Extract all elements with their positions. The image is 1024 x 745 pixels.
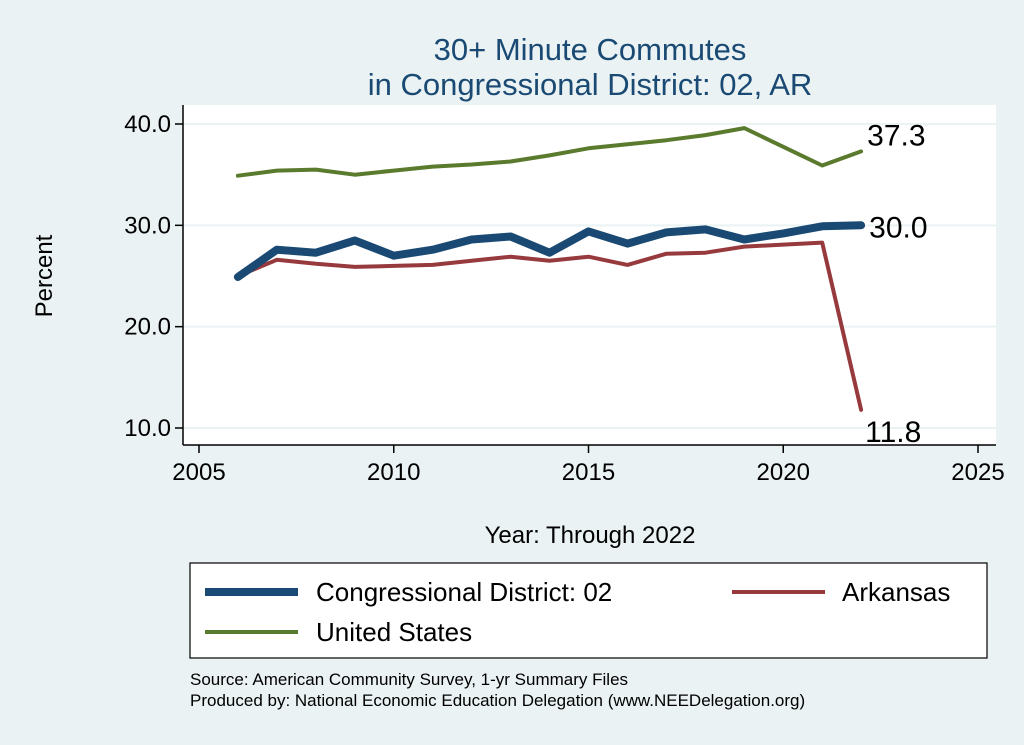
legend-label-arkansas: Arkansas <box>842 577 950 607</box>
end-label-arkansas: 11.8 <box>865 416 921 449</box>
end-label-congressional-district-02: 30.0 <box>869 211 927 244</box>
y-axis-title: Percent <box>31 234 58 317</box>
x-tick-label: 2010 <box>367 459 420 486</box>
legend: Congressional District: 02 Arkansas Unit… <box>189 562 988 659</box>
y-tick-label: 10.0 <box>124 415 171 442</box>
legend-label-united-states: United States <box>316 617 472 647</box>
x-tick-label: 2005 <box>172 459 225 486</box>
source-line-1: Source: American Community Survey, 1-yr … <box>190 670 628 689</box>
chart-title: 30+ Minute Commutes <box>434 32 747 67</box>
series-line-united-states <box>235 126 864 178</box>
y-tick-label: 40.0 <box>124 111 171 138</box>
plot-area <box>183 105 996 445</box>
x-axis-title: Year: Through 2022 <box>485 522 696 549</box>
axes: 10.0 20.0 30.0 40.0 2005 2010 2015 2020 2025 <box>124 105 1005 486</box>
chart-subtitle: in Congressional District: 02, AR <box>368 67 813 102</box>
source-line-2: Produced by: National Economic Education… <box>190 691 805 710</box>
series-line-congressional-district-02 <box>233 221 866 281</box>
y-tick-label: 20.0 <box>124 314 171 341</box>
y-tick-label: 30.0 <box>124 212 171 239</box>
end-labels: 30.0 11.8 37.3 <box>865 119 927 448</box>
x-tick-label: 2020 <box>757 459 810 486</box>
x-tick-label: 2025 <box>951 459 1004 486</box>
legend-box <box>189 562 988 659</box>
series-layer <box>233 126 866 412</box>
grid-lines <box>183 123 996 429</box>
series-line-arkansas <box>235 240 864 412</box>
end-label-united-states: 37.3 <box>867 119 925 152</box>
legend-label-district: Congressional District: 02 <box>316 577 612 607</box>
x-tick-label: 2015 <box>562 459 615 486</box>
